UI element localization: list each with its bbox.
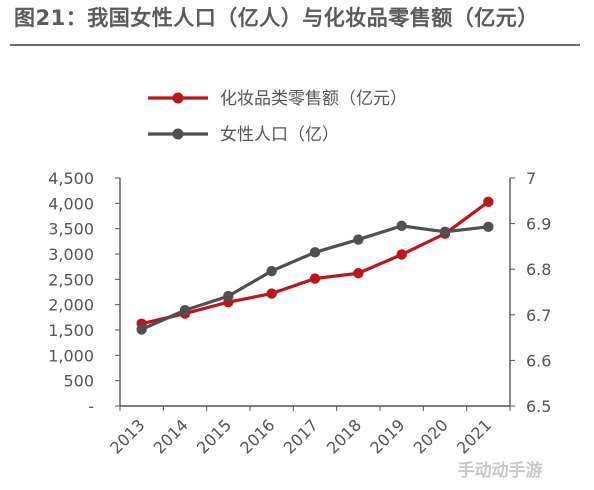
right-tick-label: 6.6 [526, 351, 551, 370]
title-divider [10, 44, 580, 46]
x-tick-label: 2017 [280, 415, 322, 457]
cosmetics-data-point [353, 268, 364, 279]
population-data-point [483, 221, 494, 232]
cosmetics-data-point [483, 196, 494, 208]
right-tick-label: 6.8 [526, 260, 551, 279]
cosmetics-data-point [309, 273, 321, 284]
population-data-point [396, 220, 407, 232]
population-legend-marker [172, 128, 184, 140]
x-tick-label: 2020 [410, 415, 452, 457]
right-tick-label: 6.7 [526, 306, 551, 325]
right-tick-label: 7 [526, 169, 536, 188]
population-data-point [353, 234, 364, 245]
left-tick-label: 500 [63, 372, 94, 391]
left-tick-label: 1,000 [48, 346, 94, 365]
x-tick-label: 2013 [106, 415, 148, 457]
cosmetics-series-line [141, 200, 490, 326]
x-tick-label: 2014 [150, 415, 192, 457]
figure-title: 图21：我国女性人口（亿人）与化妆品零售额（亿元） [14, 6, 539, 30]
population-data-point [439, 226, 451, 238]
left-tick-label: 2,500 [48, 270, 94, 289]
x-tick-label: 2018 [323, 415, 365, 457]
population-data-point [223, 290, 234, 302]
left-tick-label: 3,000 [48, 245, 94, 264]
x-tick-label: 2015 [193, 415, 235, 457]
x-tick-label: 2021 [453, 415, 495, 457]
x-tick-label: 2019 [366, 415, 408, 457]
population-data-point [179, 305, 191, 316]
population-data-point [136, 324, 147, 335]
left-tick-label: 3,500 [48, 220, 94, 239]
right-tick-label: 6.5 [526, 397, 551, 416]
left-tick-label: - [88, 397, 94, 416]
population-legend-label: 女性人口（亿） [220, 125, 339, 145]
cosmetics-data-point [396, 249, 407, 260]
watermark-text: 手动动手游 [458, 460, 543, 481]
population-data-point [266, 265, 277, 277]
x-tick-label: 2016 [236, 415, 278, 457]
left-tick-label: 1,500 [48, 321, 94, 340]
left-tick-label: 4,000 [48, 194, 94, 213]
left-tick-label: 4,500 [48, 169, 94, 188]
right-tick-label: 6.9 [526, 215, 551, 234]
cosmetics-data-point [266, 288, 277, 299]
population-data-point [309, 247, 321, 258]
cosmetics-legend-marker [172, 92, 184, 104]
left-tick-label: 2,000 [48, 296, 94, 315]
cosmetics-legend-label: 化妆品类零售额（亿元） [220, 89, 407, 109]
